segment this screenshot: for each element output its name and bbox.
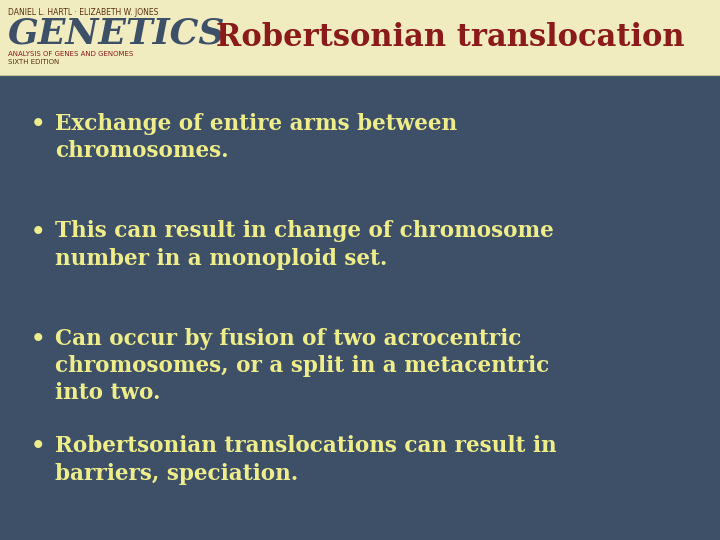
Bar <box>0 0 720 75</box>
Text: Exchange of entire arms between
chromosomes.: Exchange of entire arms between chromoso… <box>55 113 457 162</box>
Text: •: • <box>31 220 45 244</box>
Text: •: • <box>31 435 45 458</box>
Text: GENETICS: GENETICS <box>8 16 225 50</box>
Text: Robertsonian translocation: Robertsonian translocation <box>216 22 684 53</box>
Text: This can result in change of chromosome
number in a monoploid set.: This can result in change of chromosome … <box>55 220 554 269</box>
Text: ANALYSIS OF GENES AND GENOMES: ANALYSIS OF GENES AND GENOMES <box>8 51 133 57</box>
Text: SIXTH EDITION: SIXTH EDITION <box>8 59 59 65</box>
Text: DANIEL L. HARTL · ELIZABETH W. JONES: DANIEL L. HARTL · ELIZABETH W. JONES <box>8 8 158 17</box>
Text: Robertsonian translocations can result in
barriers, speciation.: Robertsonian translocations can result i… <box>55 435 557 484</box>
Bar <box>0 75 720 540</box>
Text: •: • <box>31 328 45 351</box>
Text: •: • <box>31 113 45 136</box>
Text: Can occur by fusion of two acrocentric
chromosomes, or a split in a metacentric
: Can occur by fusion of two acrocentric c… <box>55 328 549 404</box>
